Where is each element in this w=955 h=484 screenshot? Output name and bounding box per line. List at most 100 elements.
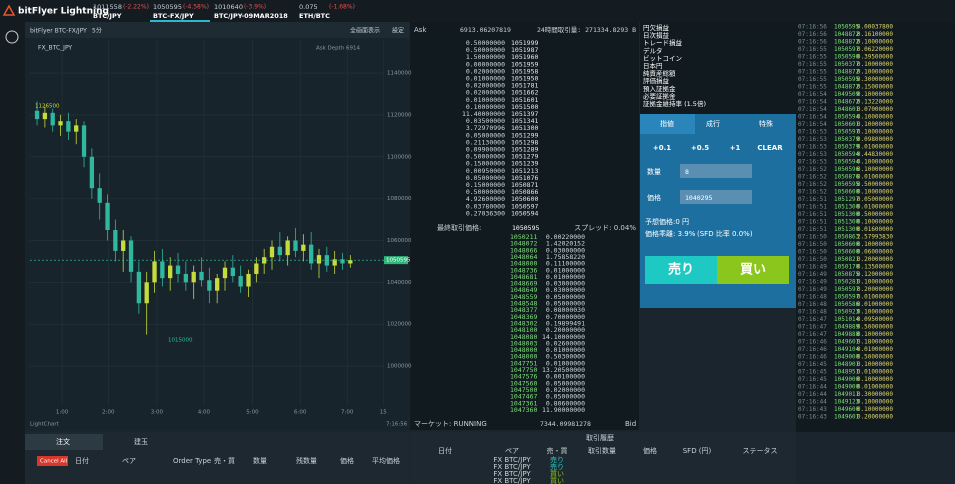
last-price-label: 1050595: [386, 258, 411, 264]
ask-price: 1051959: [511, 60, 538, 68]
trade-price: 1050595: [834, 24, 860, 31]
ticker-pair[interactable]: ETH/BTC: [299, 12, 330, 20]
history-side: 売り: [550, 455, 564, 464]
trade-price: 1048951: [834, 369, 860, 376]
price-input[interactable]: [680, 190, 752, 204]
step-button[interactable]: +0.1: [653, 144, 671, 152]
orders-column: 価格: [340, 456, 354, 465]
cancel-all-button[interactable]: [37, 456, 68, 466]
trade-size: 0.16100000: [857, 31, 894, 38]
step-button[interactable]: CLEAR: [757, 144, 783, 152]
bid-price: 1048559: [510, 293, 537, 301]
trade-size: 0.30000000: [857, 391, 894, 398]
menu-icon[interactable]: [5, 30, 19, 44]
chart-title: bitFlyer BTC-FX/JPY: [30, 28, 87, 35]
bid-size: 0.05000000: [546, 300, 585, 308]
candle-body: [215, 278, 220, 291]
trade-time: 07:16:49: [798, 279, 827, 286]
trade-price: 1050595: [834, 181, 860, 188]
ask-price: 1051960: [511, 53, 538, 61]
bid-price: 1047361: [510, 399, 537, 407]
orders-tab-active[interactable]: [25, 434, 103, 450]
x-tick-label: 2:00: [102, 410, 115, 416]
qty-input[interactable]: [680, 164, 752, 178]
trade-price: 1050597: [834, 46, 860, 53]
ask-size: 0.02000000: [466, 89, 505, 97]
buy-label[interactable]: 買い: [740, 263, 766, 278]
trade-price: 1050594: [834, 114, 860, 121]
step-button[interactable]: +1: [730, 144, 741, 152]
x-tick-label: 7:00: [341, 410, 354, 416]
trade-price: 1050600: [834, 241, 860, 248]
logo: bitFlyer Lightning: [18, 7, 109, 17]
active-tab[interactable]: [640, 114, 695, 134]
trade-size: 0.10000000: [857, 406, 894, 413]
positions-tab[interactable]: 建玉: [134, 437, 148, 446]
candle-body: [81, 125, 87, 157]
candle-body: [207, 280, 212, 291]
bid-size: 0.50300000: [546, 353, 585, 361]
orders-tab[interactable]: 注文: [56, 437, 70, 446]
bid-price: 1048003: [510, 339, 537, 347]
order-tab[interactable]: 成行: [706, 119, 720, 128]
trade-price: 1048672: [834, 99, 860, 106]
ask-size: 0.15000000: [466, 181, 505, 189]
trade-time: 07:16:52: [798, 166, 827, 173]
trade-time: 07:16:53: [798, 159, 827, 166]
trade-time: 07:16:52: [798, 181, 827, 188]
bid-price: 1047560: [510, 379, 537, 387]
sell-button[interactable]: [645, 256, 717, 284]
sell-label[interactable]: 売り: [668, 262, 694, 278]
trade-time: 07:16:55: [798, 84, 827, 91]
ask-price: 1051999: [511, 39, 538, 47]
bid-price: 1048000: [510, 346, 537, 354]
ask-size: 0.10000000: [466, 103, 505, 111]
candle-body: [121, 240, 126, 251]
cancel-all[interactable]: Cancel All: [40, 459, 68, 465]
high-annotation: 1126500: [35, 104, 60, 110]
buy-button[interactable]: [717, 256, 789, 284]
bid-total: 7344.09981278: [540, 420, 591, 428]
trade-size: 0.10000000: [857, 91, 894, 98]
ticker-pair[interactable]: BTC/JPY-09MAR2018: [214, 12, 288, 20]
y-tick-label: 1060000: [387, 238, 412, 244]
bid-price: 1048072: [510, 240, 537, 248]
history-panel: [410, 432, 796, 484]
order-book-panel: [410, 22, 639, 430]
bid-size: 0.02000000: [546, 386, 585, 394]
trade-time: 07:16:54: [798, 114, 827, 121]
trade-time: 07:16:55: [798, 46, 827, 53]
ticker-change: (-4.58%): [183, 4, 209, 11]
ticker-pair[interactable]: BTC/JPY: [93, 12, 122, 20]
ask-size: 0.09900000: [466, 146, 505, 154]
interval-select[interactable]: 5分: [92, 27, 102, 35]
candle-body: [42, 112, 48, 120]
candle-body: [183, 273, 189, 283]
ask-price: 1051950: [511, 75, 538, 83]
ask-header: Ask: [414, 26, 427, 34]
history-pair: FX BTC/JPY: [493, 463, 531, 471]
trade-size: 0.10000000: [857, 361, 894, 368]
trade-price: 1050379: [834, 136, 860, 143]
bid-size: 1.75858220: [546, 253, 585, 261]
trade-time: 07:16:55: [798, 76, 827, 83]
step-button[interactable]: +0.5: [691, 144, 709, 152]
history-column: 日付: [438, 446, 452, 455]
logo-icon: [2, 4, 16, 16]
trade-size: 0.10000000: [857, 121, 894, 128]
history-pair: FX BTC/JPY: [493, 456, 531, 464]
fullscreen-button[interactable]: 全画面表示: [350, 27, 380, 35]
account-label: トレード損益: [643, 38, 683, 47]
trade-size: 0.50000000: [857, 324, 894, 331]
account-panel: [640, 22, 796, 114]
ask-size: 11.40000000: [462, 110, 505, 118]
settings-button[interactable]: 設定: [392, 27, 404, 35]
ticker-pair[interactable]: BTC-FX/JPY: [153, 12, 194, 20]
order-tab[interactable]: 指値: [660, 119, 674, 128]
trade-time: 07:16:46: [798, 354, 827, 361]
ticker-change: (-2.22%): [123, 4, 149, 11]
bid-size: 0.05000000: [546, 393, 585, 401]
chart-legend: FX_BTC_JPY: [38, 45, 72, 52]
trade-size: 0.44830000: [857, 151, 894, 158]
order-tab[interactable]: 特殊: [759, 119, 773, 128]
